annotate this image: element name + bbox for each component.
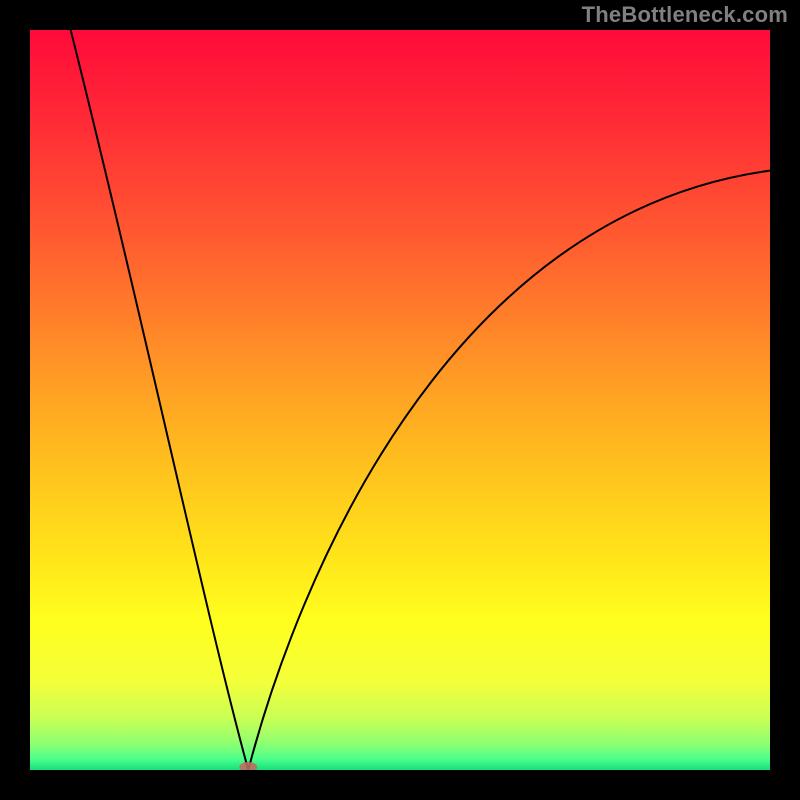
bottleneck-chart — [30, 30, 770, 770]
chart-outer-frame: TheBottleneck.com — [0, 0, 800, 800]
gradient-background — [30, 30, 770, 770]
watermark-text: TheBottleneck.com — [582, 2, 788, 28]
